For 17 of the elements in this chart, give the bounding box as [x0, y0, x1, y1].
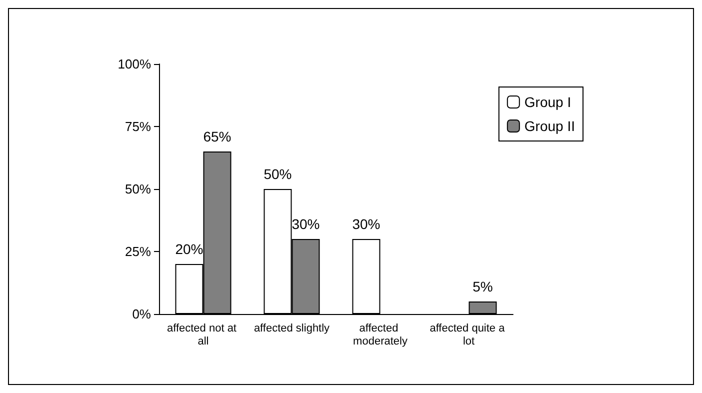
data-label: 5% — [472, 278, 493, 294]
data-label: 30% — [352, 216, 380, 232]
y-tick-label: 100% — [118, 56, 152, 72]
y-tick-label: 0% — [132, 306, 152, 322]
legend-label: Group I — [524, 94, 572, 110]
data-label: 20% — [175, 241, 204, 257]
data-label: 50% — [264, 166, 292, 182]
y-tick-label: 50% — [124, 182, 152, 196]
x-tick-label: affected slightly — [254, 322, 330, 334]
x-tick-label: affected not at all — [166, 322, 240, 348]
y-tick-label: 75% — [124, 119, 152, 134]
x-tick-label: affected quite a lot — [430, 322, 508, 348]
x-tick-label: affected moderately — [353, 322, 408, 348]
data-label: 30% — [292, 216, 320, 232]
y-tick-label: 25% — [124, 244, 152, 259]
legend-label: Group II — [524, 118, 576, 134]
data-label: 65% — [203, 128, 232, 144]
